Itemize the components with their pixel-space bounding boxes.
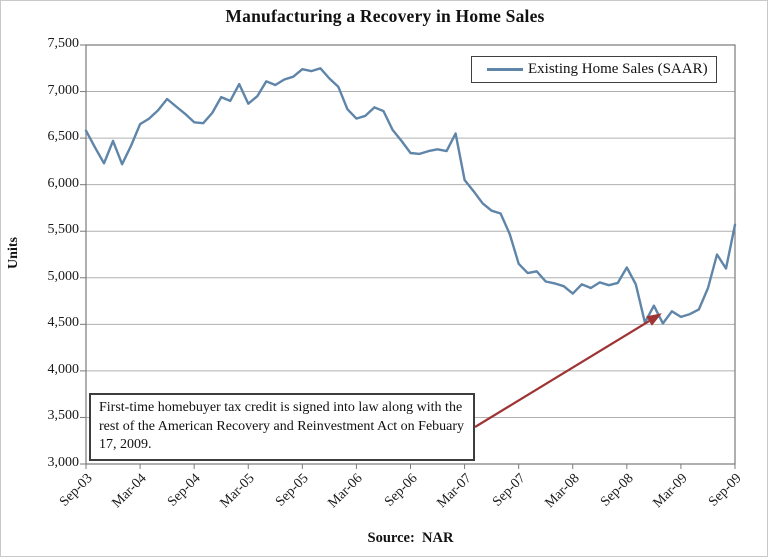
data-line-existing-home-sales [84, 67, 737, 325]
annotation-arrow-line [474, 320, 650, 428]
annotation-arrowhead [646, 313, 662, 326]
y-tick-label: 7,500 [47, 36, 80, 51]
annotation-box: First-time homebuyer tax credit is signe… [89, 393, 475, 461]
legend-label: Existing Home Sales (SAAR) [528, 61, 708, 77]
y-tick-label: 4,000 [47, 361, 80, 377]
chart-title: Manufacturing a Recovery in Home Sales [225, 6, 545, 26]
y-tick-label: 7,000 [47, 82, 80, 98]
source-label: Source: NAR [367, 530, 454, 546]
y-tick-label: 6,500 [47, 129, 80, 145]
y-tick-label: 6,000 [47, 175, 80, 191]
legend-line-swatch [487, 68, 523, 71]
legend: Existing Home Sales (SAAR) [471, 56, 717, 83]
y-tick-label: 3,000 [47, 455, 80, 470]
y-tick-label: 5,500 [47, 222, 80, 238]
y-tick-label: 4,500 [47, 315, 80, 331]
y-tick-label: 3,500 [47, 408, 80, 424]
y-tick-label: 5,000 [47, 268, 80, 284]
